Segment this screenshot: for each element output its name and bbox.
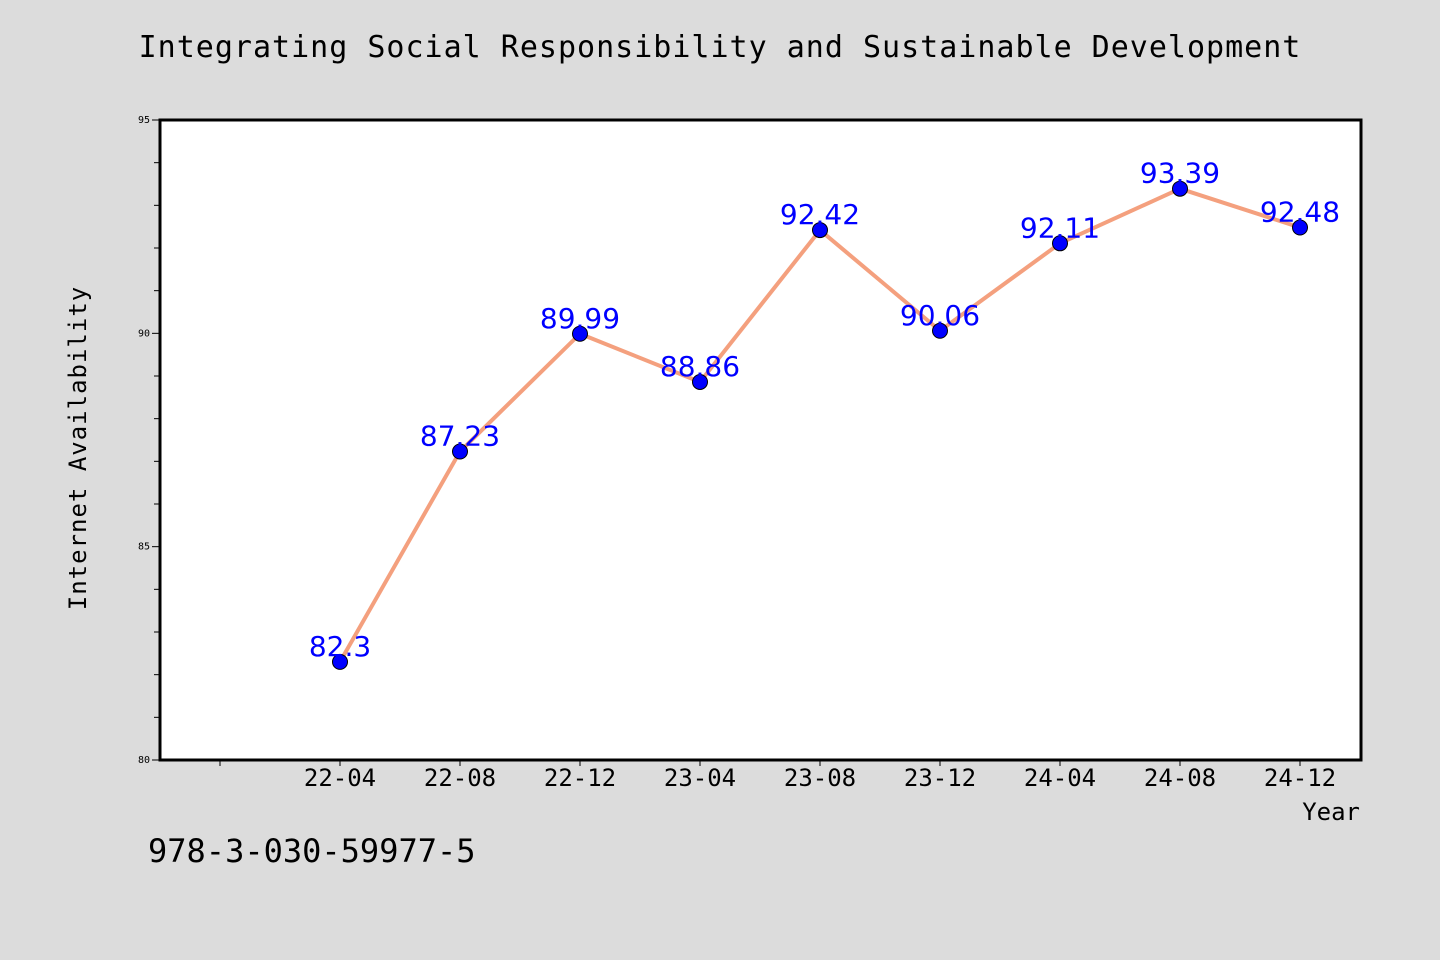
data-labels: 82.3 87.23 89.99 88.86 92.42 90.06 92.11 93.39 9… [309, 157, 1340, 663]
x-tick-label: 23-08 [784, 764, 856, 792]
data-point [692, 373, 708, 390]
data-point [1052, 235, 1068, 252]
data-point [332, 653, 348, 670]
isbn-code: 978-3-030-59977-5 [148, 832, 476, 870]
y-tick-label: 95 [138, 115, 150, 126]
y-axis: 80 85 90 95 [138, 115, 160, 766]
x-tick-label: 23-04 [664, 764, 736, 792]
series-group [332, 180, 1308, 670]
data-label: 89.99 [540, 302, 620, 335]
x-axis-label: Year [1302, 798, 1360, 826]
data-label: 92.11 [1020, 211, 1100, 244]
x-tick-label: 22-04 [304, 764, 376, 792]
y-axis-label: Internet Availability [64, 286, 92, 610]
data-label: 87.23 [420, 420, 500, 453]
data-label: 82.3 [309, 630, 371, 663]
data-label: 93.39 [1140, 157, 1220, 190]
x-tick-label: 23-12 [904, 764, 976, 792]
data-point [452, 443, 468, 460]
x-tick-label: 22-08 [424, 764, 496, 792]
data-point [1172, 180, 1188, 197]
data-label: 92.42 [780, 198, 860, 231]
data-point [932, 322, 948, 339]
data-label: 88.86 [660, 350, 740, 383]
data-point [572, 325, 588, 342]
chart-title: Integrating Social Responsibility and Su… [138, 30, 1302, 65]
data-label: 92.48 [1260, 196, 1340, 229]
y-tick-label: 90 [138, 328, 150, 339]
data-point [1292, 219, 1308, 236]
data-label: 90.06 [900, 299, 980, 332]
x-tick-label: 24-08 [1144, 764, 1216, 792]
x-tick-label: 24-12 [1264, 764, 1336, 792]
data-point [812, 222, 828, 239]
x-tick-label: 22-12 [544, 764, 616, 792]
y-tick-label: 80 [138, 755, 150, 766]
x-tick-label: 24-04 [1024, 764, 1096, 792]
x-axis: 22-04 22-08 22-12 23-04 23-08 23-12 24-04 24-08… [219, 760, 1336, 792]
plot-area [158, 118, 1363, 762]
y-tick-label: 85 [138, 542, 150, 553]
